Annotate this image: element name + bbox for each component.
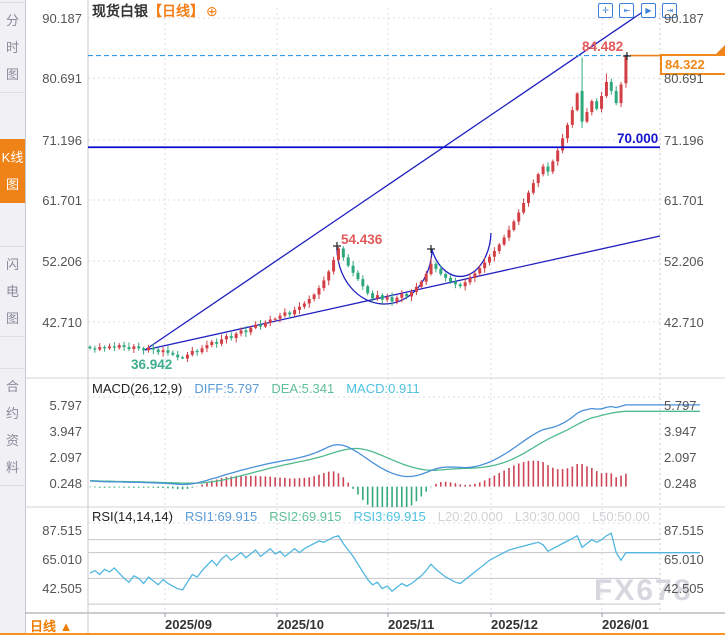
- rsi-axis-label-right: 42.505: [664, 581, 704, 596]
- rsi2-value: RSI2:69.915: [269, 509, 342, 524]
- price-axis-label-right: 42.710: [664, 315, 704, 330]
- sidebar-tab-kline[interactable]: K线图: [0, 139, 25, 203]
- price-axis-label-left: 52.206: [42, 254, 82, 269]
- sidebar: 分时图 K线图 闪电图 合约资料: [0, 0, 26, 635]
- macd-axis-label-right: 0.248: [664, 476, 697, 491]
- price-axis-label-right: 90.187: [664, 11, 704, 26]
- symbol-name: 现货白银: [92, 3, 148, 19]
- x-axis-label: 2025/12: [491, 617, 538, 632]
- pan-crosshair-icon[interactable]: ✛: [598, 3, 613, 18]
- x-axis-label: 2025/10: [277, 617, 324, 632]
- fx678-watermark: FX678: [594, 574, 693, 607]
- rsi-axis-label-right: 87.515: [664, 523, 704, 538]
- rsi-l50-label: L50:50.00: [591, 509, 650, 524]
- fit-left-icon[interactable]: ⇤: [619, 3, 635, 18]
- rsi-l30-label: L30:30.000: [514, 509, 580, 524]
- bottom-period-label: 日线: [30, 619, 57, 634]
- sidebar-tab-timeshare[interactable]: 分时图: [0, 2, 25, 93]
- price-axis-label-right: 71.196: [664, 133, 704, 148]
- sidebar-tab-contract-info[interactable]: 合约资料: [0, 368, 25, 486]
- zoom-add-icon[interactable]: ⊕: [206, 3, 218, 19]
- rsi-axis-label-left: 42.505: [42, 581, 82, 596]
- rsi-title: RSI(14,14,14): [92, 509, 173, 524]
- rsi3-value: RSI3:69.915: [353, 509, 426, 524]
- price-axis-label-left: 71.196: [42, 133, 82, 148]
- exit-right-icon[interactable]: ⇥: [662, 3, 678, 18]
- price-axis-label-right: 61.701: [664, 193, 704, 208]
- price-axis-label-left: 42.710: [42, 315, 82, 330]
- chart-title: 现货白银【日线】 ⊕: [92, 1, 218, 21]
- low-annotation: 36.942: [131, 357, 173, 372]
- period-tag: 【日线】: [148, 3, 204, 19]
- price-axis-label-right: 80.691: [664, 71, 704, 86]
- rsi-axis-label-left: 87.515: [42, 523, 82, 538]
- support-annotation: 70.000: [617, 131, 659, 146]
- price-axis-label-left: 80.691: [42, 71, 82, 86]
- price-axis-label-left: 61.701: [42, 193, 82, 208]
- macd-axis-label-left: 3.947: [49, 424, 82, 439]
- macd-diff-value: DIFF:5.797: [194, 381, 260, 396]
- price-axis-label-right: 52.206: [664, 254, 704, 269]
- last-price-tag: 84.322: [660, 54, 725, 75]
- macd-axis-label-left: 0.248: [49, 476, 82, 491]
- triangle-up-icon: ▲: [59, 619, 73, 634]
- bottom-accent-strip: [0, 633, 725, 635]
- macd-macd-value: MACD:0.911: [346, 381, 420, 396]
- auto-scroll-icon[interactable]: ▶: [640, 3, 656, 18]
- rsi-axis-label-right: 65.010: [664, 552, 704, 567]
- x-axis-label: 2025/11: [388, 617, 435, 632]
- mid-peak-annotation: 54.436: [341, 232, 383, 247]
- bottom-period-tab[interactable]: 日线 ▲: [30, 616, 73, 635]
- macd-axis-label-right: 2.097: [664, 450, 697, 465]
- high-annotation: 84.482: [582, 39, 624, 54]
- macd-axis-label-left: 5.797: [49, 398, 82, 413]
- x-axis-label: 2025/09: [165, 617, 212, 632]
- rsi-header: RSI(14,14,14) RSI1:69.915 RSI2:69.915 RSI3:…: [92, 509, 662, 524]
- macd-axis-label-left: 2.097: [49, 450, 82, 465]
- macd-axis-label-right: 5.797: [664, 398, 697, 413]
- rsi-l20-label: L20:20.000: [437, 509, 503, 524]
- sidebar-tab-lightning[interactable]: 闪电图: [0, 246, 25, 337]
- rsi1-value: RSI1:69.915: [184, 509, 258, 524]
- chart-toolbar: ✛ ⇤ ▶ ⇥: [598, 3, 679, 21]
- x-axis-label: 2026/01: [602, 617, 649, 632]
- macd-axis-label-right: 3.947: [664, 424, 697, 439]
- macd-title: MACD(26,12,9): [92, 381, 183, 396]
- price-axis-label-left: 90.187: [42, 11, 82, 26]
- rsi-axis-label-left: 65.010: [42, 552, 82, 567]
- macd-header: MACD(26,12,9) DIFF:5.797 DEA:5.341 MACD:0.9…: [92, 381, 432, 396]
- macd-dea-value: DEA:5.341: [271, 381, 335, 396]
